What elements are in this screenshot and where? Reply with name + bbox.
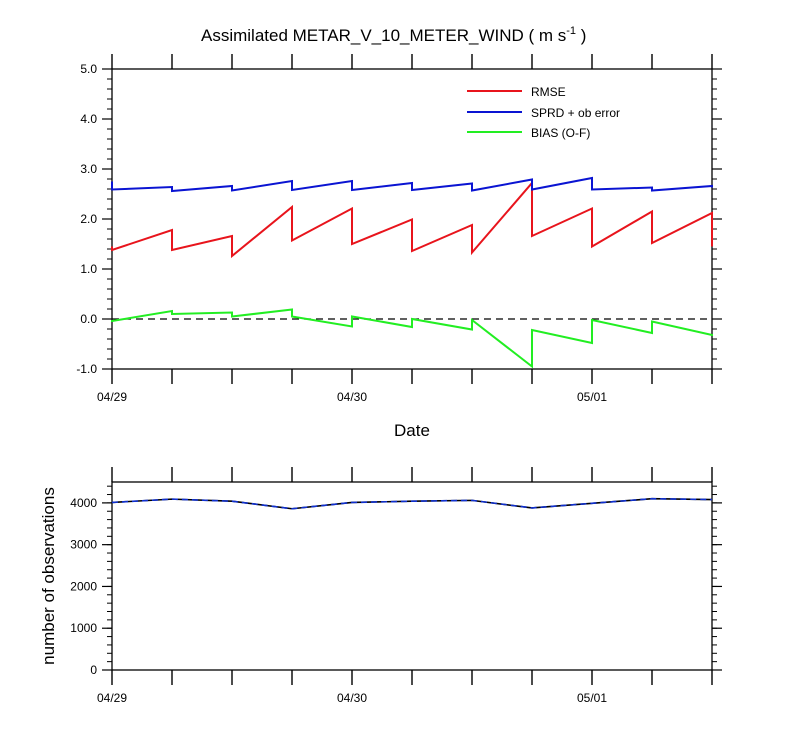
y-tick-label: 1.0 [80,262,97,276]
y-tick-label: 5.0 [80,62,97,76]
x-tick-label: 05/01 [577,691,607,705]
series-line-rmse [111,180,713,259]
x-tick-label: 04/29 [97,390,127,404]
y-tick-label: 3.0 [80,162,97,176]
y-tick-label: 3000 [70,538,97,552]
chart-title: Assimilated METAR_V_10_METER_WIND ( m s-… [201,25,586,45]
y-tick-label: 0.0 [80,312,97,326]
legend-label: RMSE [531,85,566,99]
y-tick-label: 2000 [70,579,97,593]
series-line-bias-o-f- [111,308,713,369]
y-axis-title-observations: number of observations [39,487,58,665]
y-tick-label: 1000 [70,621,97,635]
y-tick-label: 4000 [70,496,97,510]
y-tick-label: -1.0 [76,362,97,376]
x-tick-label: 04/30 [337,390,367,404]
legend-label: BIAS (O-F) [531,126,590,140]
y-tick-label: 0 [90,663,97,677]
series-line-sprd-ob-error [111,176,713,193]
x-tick-label: 05/01 [577,390,607,404]
obs-count-line-used [111,497,713,510]
x-tick-label: 04/29 [97,691,127,705]
x-axis-title: Date [394,421,430,440]
bottom-plot-frame [111,481,713,671]
x-tick-label: 04/30 [337,691,367,705]
y-tick-label: 4.0 [80,112,97,126]
legend-label: SPRD + ob error [531,106,620,120]
y-tick-label: 2.0 [80,212,97,226]
title-exponent: -1 [566,25,576,37]
